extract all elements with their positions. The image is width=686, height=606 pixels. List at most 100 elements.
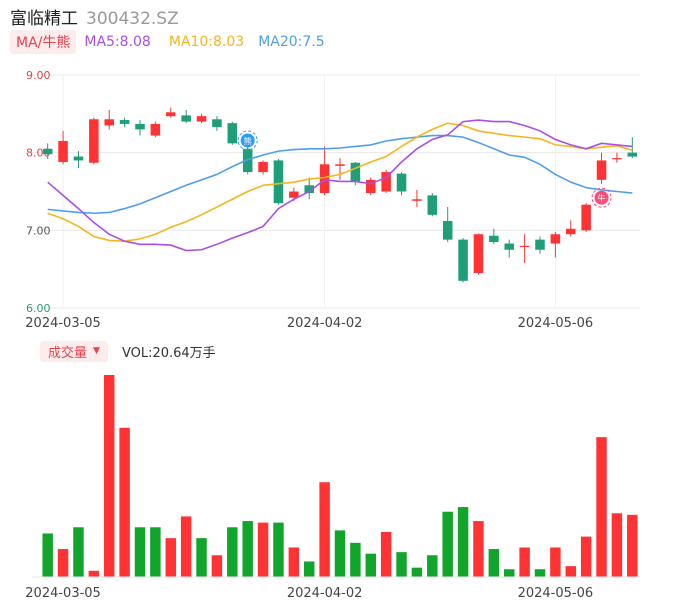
candle-body [181,115,191,122]
candlestick [612,152,622,163]
candle-body [550,234,561,244]
ma5-legend: MA5:8.08 [84,34,151,50]
candlestick [89,117,99,165]
volume-bar [550,547,561,577]
candle-body [119,120,130,124]
candlestick [581,203,591,232]
candlestick [366,177,376,196]
candlestick [504,239,514,258]
candle-body [335,164,345,166]
candlestick [42,143,53,159]
candle-body [596,160,607,180]
volume-bar [104,375,115,577]
volume-bar [150,527,161,577]
volume-bar [504,569,515,577]
date-tick-label: 2024-03-05 [25,586,101,601]
candle-body [350,162,361,182]
candle-body [519,245,530,248]
volume-bar [350,542,361,577]
volume-bar [165,538,176,577]
volume-bar [580,536,592,577]
date-tick-label: 2024-04-02 [287,316,363,330]
candle-body [442,221,453,240]
ma5-line [47,119,633,252]
candle-body [58,141,68,162]
candle-body [258,161,268,173]
volume-bar [411,567,423,577]
candlestick [227,121,238,145]
volume-bar [134,527,146,577]
volume-bar [519,547,530,577]
volume-bar [73,527,84,577]
candlestick [181,109,191,124]
caret-down-icon: ▼ [93,346,100,356]
volume-bar [319,482,330,577]
candlestick [519,234,530,263]
candlestick [196,113,207,124]
volume-chart[interactable]: 2024-03-05 2024-04-02 2024-05-06 [0,361,686,606]
candlestick [627,137,638,159]
volume-bar [611,513,623,577]
volume-indicator-selector[interactable]: 成交量 ▼ [40,340,108,362]
candlestick [273,158,284,205]
candle-body [566,228,576,235]
date-tick-label: 2024-03-05 [25,316,101,330]
volume-bar [534,569,546,577]
candle-body [135,123,145,130]
date-tick-label: 2024-05-06 [518,316,594,330]
candle-body [166,112,176,117]
volume-legend: 成交量 ▼ VOL:20.64万手 [40,340,216,362]
candle-body [104,119,114,126]
candlestick [566,220,576,237]
volume-bar [57,549,69,577]
candle-body [289,191,299,198]
marker-label: 熊 [244,136,252,146]
candlestick [550,231,561,258]
ma10-legend: MA10:8.03 [168,34,245,50]
candlestick [442,207,453,242]
candlestick [135,120,145,136]
candlestick [304,177,314,200]
ma20-legend: MA20:7.5 [258,34,325,50]
volume-bar [242,521,253,577]
volume-bar [596,437,607,577]
price-tick-label: 9.00 [26,69,51,82]
candle-body [273,160,284,204]
candlestick [104,109,114,130]
marker-circle [240,133,255,148]
ma10-line [47,122,633,243]
volume-value: VOL:20.64万手 [121,345,216,361]
marker-label: 牛 [598,193,606,203]
candlestick [58,130,68,165]
volume-bar [304,561,315,577]
volume-bar [442,511,453,577]
volume-bar [196,538,207,577]
stock-header: 富临精工 300432.SZ [10,4,179,29]
candle-body [504,243,514,250]
candlestick [73,151,84,169]
volume-badge-label: 成交量 [48,345,88,361]
candle-body [535,239,545,250]
volume-bar [334,530,346,577]
candle-body [581,204,591,231]
marker-ring [591,187,612,208]
marker-ring [237,130,258,151]
volume-bar [180,516,192,577]
ma-indicator-selector[interactable]: MA/牛熊 [10,30,77,54]
volume-bar [119,427,130,577]
candlestick [596,152,607,184]
candle-body [150,123,161,136]
price-tick-label: 7.00 [26,224,51,237]
candlestick [335,158,345,180]
volume-bar [380,531,392,577]
candle-body [227,123,238,144]
candlestick [319,146,330,196]
candlestick [258,160,268,175]
volume-bar [365,553,376,577]
candlestick [473,233,484,275]
volume-bar [211,555,223,577]
ma20-line [47,134,633,215]
volume-bar [273,522,284,577]
volume-bar [565,566,576,577]
